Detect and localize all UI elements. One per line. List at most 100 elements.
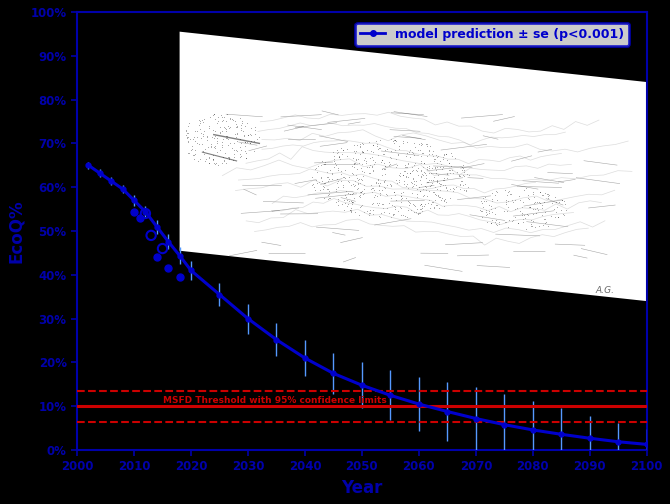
Point xyxy=(200,155,211,163)
Point xyxy=(251,136,262,144)
Point xyxy=(367,188,378,197)
Point xyxy=(448,183,458,192)
Point xyxy=(478,197,489,205)
Point xyxy=(182,134,192,142)
Point xyxy=(348,160,359,168)
Point xyxy=(316,161,327,169)
Point xyxy=(405,168,416,176)
Point xyxy=(540,218,551,226)
Point xyxy=(388,137,399,145)
Point xyxy=(220,117,231,125)
Point xyxy=(543,191,553,199)
Point xyxy=(342,152,352,160)
Point xyxy=(190,137,201,145)
Point xyxy=(481,211,492,219)
Point xyxy=(146,231,157,239)
Point xyxy=(219,157,230,165)
Point xyxy=(425,182,436,190)
Point xyxy=(364,161,375,169)
Point xyxy=(403,201,414,209)
Point xyxy=(358,172,369,180)
Point xyxy=(518,198,529,206)
Point xyxy=(398,171,409,179)
Point xyxy=(210,115,220,123)
Point xyxy=(197,132,208,140)
Point xyxy=(200,145,210,153)
Point xyxy=(421,178,432,186)
Point xyxy=(207,156,218,164)
Point xyxy=(550,199,561,207)
Point xyxy=(440,150,451,158)
Point xyxy=(348,159,359,167)
Point xyxy=(359,208,370,216)
Point xyxy=(365,206,376,214)
Point xyxy=(417,163,428,171)
Point xyxy=(391,163,401,171)
Point xyxy=(436,180,446,188)
Point xyxy=(448,184,459,193)
Point xyxy=(415,209,425,217)
Point xyxy=(322,173,332,181)
Point xyxy=(522,210,533,218)
Point xyxy=(395,168,405,176)
Point xyxy=(402,169,413,177)
Point xyxy=(502,192,513,200)
Point xyxy=(346,197,356,205)
Point xyxy=(458,171,469,179)
Point xyxy=(415,166,426,174)
Point xyxy=(235,127,246,135)
Point xyxy=(415,180,426,188)
Point xyxy=(435,180,446,188)
Point xyxy=(181,126,192,134)
Point xyxy=(454,184,465,193)
Point xyxy=(526,220,537,228)
Point xyxy=(352,183,363,192)
Point xyxy=(423,178,433,186)
Point xyxy=(318,160,329,168)
Point xyxy=(234,150,245,158)
Point xyxy=(371,138,381,146)
Point xyxy=(416,141,427,149)
Point xyxy=(204,154,214,162)
Point xyxy=(336,177,346,185)
Point xyxy=(373,201,383,209)
Point xyxy=(199,157,210,165)
Point xyxy=(356,148,367,156)
Point xyxy=(490,187,501,195)
Point xyxy=(396,195,407,203)
Point xyxy=(366,200,377,208)
Point xyxy=(187,145,198,153)
Point xyxy=(446,149,457,157)
Point xyxy=(408,176,419,184)
Point xyxy=(444,159,454,167)
Point xyxy=(476,208,486,216)
Point xyxy=(379,162,390,170)
Point xyxy=(379,183,390,192)
Point xyxy=(328,163,339,171)
Point xyxy=(502,203,513,211)
Point xyxy=(239,147,250,155)
Point xyxy=(528,190,539,198)
Point xyxy=(332,175,342,183)
Point xyxy=(539,215,549,223)
Point xyxy=(318,178,329,186)
Point xyxy=(373,178,383,186)
Point xyxy=(322,167,333,175)
Point xyxy=(448,187,458,196)
Point xyxy=(235,135,246,143)
Point xyxy=(217,135,228,143)
Point xyxy=(331,187,342,195)
Point xyxy=(431,185,442,194)
Point xyxy=(404,169,415,177)
Point xyxy=(351,156,362,164)
Point xyxy=(336,167,346,175)
Point xyxy=(356,202,366,210)
Point xyxy=(221,127,232,135)
Point xyxy=(502,223,513,231)
Point xyxy=(380,162,391,170)
Point xyxy=(182,149,193,157)
Point xyxy=(411,177,421,185)
Point xyxy=(204,121,214,130)
Point xyxy=(533,222,544,230)
Point xyxy=(438,196,449,204)
